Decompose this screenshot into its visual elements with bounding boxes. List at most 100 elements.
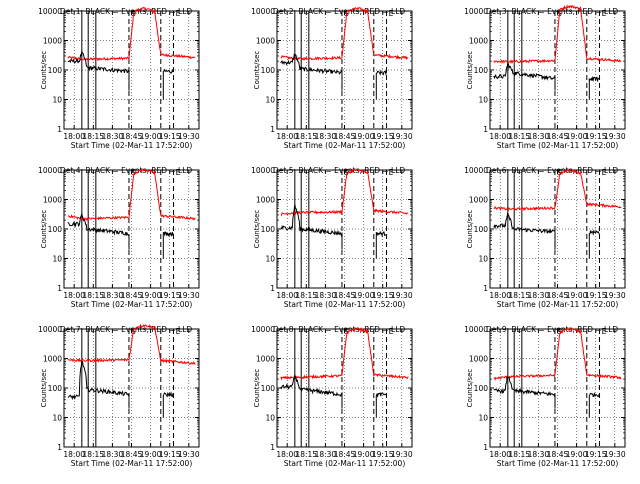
x-axis-label: Start Time (02-Mar-11 17:52:00) (284, 459, 406, 468)
y-tick-label: 1 (483, 284, 488, 293)
series-events-line (67, 212, 130, 250)
x-tick-label: 19:15 (585, 291, 607, 300)
x-tick-label: 18:15 (295, 132, 317, 141)
y-tick-label: 1000 (43, 196, 62, 205)
series-events-line (280, 374, 343, 409)
series-events-line-late (375, 69, 387, 100)
x-tick-label: 18:00 (63, 291, 85, 300)
x-tick-label: 19:30 (391, 450, 413, 459)
marker-s: S (344, 327, 349, 336)
panel-title: Det 8: BLACK = Events, RED = LLD (273, 325, 405, 334)
y-tick-label: 1000 (43, 37, 62, 46)
panel-title: Det 6: BLACK = Events, RED = LLD (486, 166, 618, 175)
y-tick-label: 10 (52, 414, 62, 423)
x-tick-label: 18:45 (334, 450, 356, 459)
y-axis-label: Counts/sec (40, 210, 48, 249)
series-events-line (493, 211, 556, 250)
x-tick-label: 19:15 (372, 291, 394, 300)
x-axis-label: Start Time (02-Mar-11 17:52:00) (284, 141, 406, 150)
series-lld-line (280, 7, 409, 61)
series-lld-line (493, 4, 622, 65)
x-tick-label: 18:30 (102, 450, 124, 459)
y-tick-label: 10000 (464, 7, 488, 16)
y-tick-label: 10000 (251, 7, 275, 16)
panel-title: Det 4: BLACK = Events, RED = LLD (60, 166, 192, 175)
y-tick-label: 1 (57, 284, 62, 293)
panel-det-8: 1 10 100 1000 10000 18:0018:1518:3018:4519:00… (251, 325, 413, 468)
x-tick-label: 19:15 (372, 450, 394, 459)
x-tick-label: 18:00 (276, 450, 298, 459)
y-tick-label: 10000 (38, 166, 62, 175)
y-tick-label: 1 (483, 443, 488, 452)
x-tick-label: 18:15 (295, 291, 317, 300)
panel-det-9: 1 10 100 1000 10000 18:0018:1518:3018:4519:00… (464, 325, 626, 468)
series-events-line-late (162, 68, 174, 100)
y-tick-label: 100 (261, 384, 276, 393)
x-tick-label: 18:15 (508, 450, 530, 459)
panel-title: Det 3: BLACK = Events, RED = LLD (486, 7, 618, 16)
y-axis-label: Counts/sec (40, 369, 48, 408)
x-tick-label: 18:00 (489, 132, 511, 141)
x-tick-label: 19:00 (353, 132, 375, 141)
y-tick-label: 10 (265, 96, 275, 105)
y-axis-label: Counts/sec (466, 369, 474, 408)
y-tick-label: 10 (265, 414, 275, 423)
panel-det-2: 1 10 100 1000 10000 18:0018:1518:3018:4519:00… (251, 7, 413, 150)
x-tick-label: 19:30 (604, 291, 626, 300)
y-axis-label: Counts/sec (40, 51, 48, 90)
series-lld-line (67, 6, 196, 61)
x-tick-label: 19:30 (178, 450, 200, 459)
series-lld-line (67, 323, 196, 365)
y-tick-label: 100 (48, 225, 63, 234)
x-tick-label: 19:00 (140, 450, 162, 459)
x-tick-label: 19:30 (604, 132, 626, 141)
x-tick-label: 19:30 (604, 450, 626, 459)
x-tick-label: 18:00 (276, 132, 298, 141)
y-tick-label: 10 (265, 255, 275, 264)
y-axis-label: Counts/sec (253, 51, 261, 90)
series-lld-line (280, 168, 409, 216)
y-tick-label: 1000 (469, 196, 488, 205)
y-tick-label: 1 (57, 125, 62, 134)
y-tick-label: 1000 (43, 355, 62, 364)
x-tick-label: 18:30 (528, 132, 550, 141)
x-axis-label: Start Time (02-Mar-11 17:52:00) (497, 141, 619, 150)
x-tick-label: 19:15 (585, 132, 607, 141)
series-lld-line (67, 168, 196, 222)
y-tick-label: 1 (57, 443, 62, 452)
x-tick-label: 18:45 (121, 450, 143, 459)
y-tick-label: 1 (270, 125, 275, 134)
y-tick-label: 10000 (464, 166, 488, 175)
x-tick-label: 18:15 (82, 450, 104, 459)
marker-e: E (176, 9, 181, 18)
series-events-line (493, 375, 556, 409)
panel-det-4: 1 10 100 1000 10000 18:0018:1518:3018:4519:00… (38, 166, 200, 309)
x-tick-label: 18:30 (528, 450, 550, 459)
y-tick-label: 1000 (256, 355, 275, 364)
panel-det-1: 1 10 100 1000 10000 18:0018:1518:3018:4519:00… (38, 6, 200, 150)
y-tick-label: 100 (48, 66, 63, 75)
y-tick-label: 100 (261, 66, 276, 75)
y-tick-label: 10000 (38, 7, 62, 16)
x-tick-label: 18:30 (315, 291, 337, 300)
y-axis-label: Counts/sec (253, 369, 261, 408)
x-tick-label: 18:45 (334, 291, 356, 300)
x-tick-label: 19:15 (159, 291, 181, 300)
marker-s: S (557, 327, 562, 336)
x-tick-label: 18:45 (121, 291, 143, 300)
y-axis-label: Counts/sec (466, 51, 474, 90)
series-lld-line (280, 327, 409, 381)
x-tick-label: 19:00 (140, 291, 162, 300)
x-axis-label: Start Time (02-Mar-11 17:52:00) (71, 459, 193, 468)
series-events-line-late (588, 229, 600, 259)
series-events-line-late (588, 392, 600, 418)
y-axis-label: Counts/sec (253, 210, 261, 249)
x-tick-label: 18:30 (102, 132, 124, 141)
x-tick-label: 18:30 (315, 450, 337, 459)
panel-title: Det 7: BLACK = Events, RED = LLD (60, 325, 192, 334)
y-tick-label: 100 (261, 225, 276, 234)
x-tick-label: 19:15 (159, 450, 181, 459)
y-tick-label: 1000 (256, 196, 275, 205)
y-tick-label: 10 (52, 96, 62, 105)
